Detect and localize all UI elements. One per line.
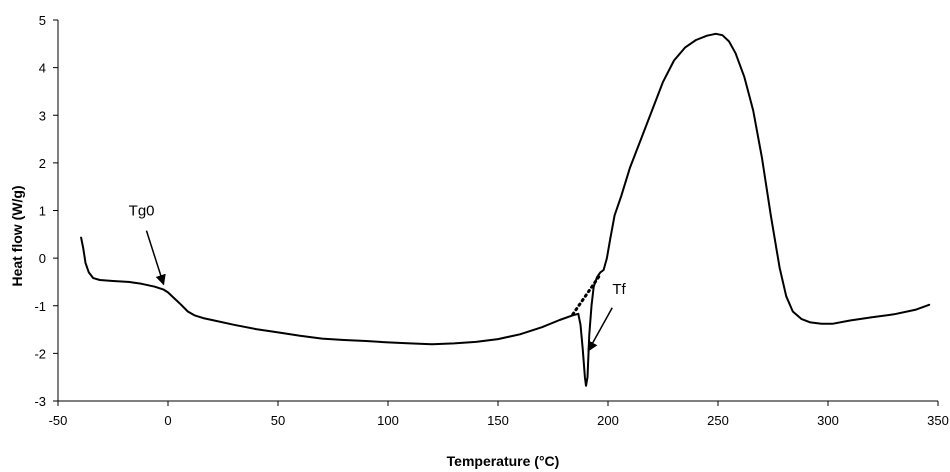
y-tick-label: -1 xyxy=(34,299,46,314)
y-tick-label: 3 xyxy=(39,108,46,123)
heat-flow-line xyxy=(80,32,931,387)
annotation-arrow xyxy=(587,307,613,352)
x-tick-label: 50 xyxy=(271,413,285,428)
x-tick-label: 150 xyxy=(487,413,509,428)
x-tick-label: 200 xyxy=(597,413,619,428)
y-tick-label: 2 xyxy=(39,156,46,171)
x-tick-label: 250 xyxy=(707,413,729,428)
x-tick-label: 350 xyxy=(927,413,949,428)
y-tick-label: 5 xyxy=(39,13,46,28)
x-tick-label: 100 xyxy=(377,413,399,428)
y-tick-label: 4 xyxy=(39,61,46,76)
y-axis-title: Heat flow (W/g) xyxy=(9,185,25,286)
axes: -3 -2 -1 0 1 2 3 4 5 -50 0 50 100 150 200 250 300 350 xyxy=(34,13,948,428)
series-layer xyxy=(80,32,931,387)
x-tick-label: -50 xyxy=(49,413,68,428)
x-axis-title: Temperature (°C) xyxy=(447,453,560,469)
x-tick-label: 0 xyxy=(164,413,171,428)
y-tick-label: -2 xyxy=(34,346,46,361)
baseline-extrapolation-line xyxy=(571,274,601,316)
annotation-label: Tg0 xyxy=(129,202,155,219)
annotation-arrow xyxy=(145,230,166,286)
annotation-label: Tf xyxy=(612,281,626,298)
x-tick-label: 300 xyxy=(817,413,839,428)
y-tick-label: -3 xyxy=(34,394,46,409)
y-tick-label: 0 xyxy=(39,251,46,266)
annotation-layer: Tg0 Tf xyxy=(129,202,626,352)
y-tick-label: 1 xyxy=(39,204,46,219)
